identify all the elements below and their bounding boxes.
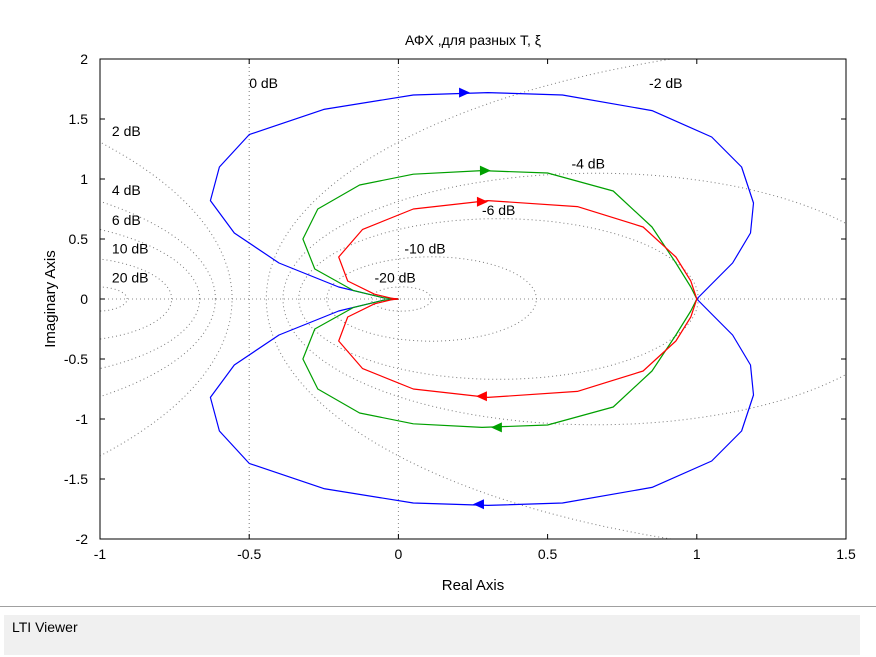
series-1-lower-line: [302, 298, 698, 428]
direction-arrow-5: [475, 391, 487, 402]
y-tick-label: -0.5: [64, 351, 88, 367]
chart-title: АФХ ,для разных T, ξ: [405, 32, 541, 48]
x-tick-label: 1.5: [836, 546, 856, 562]
db-label: 4 dB: [112, 182, 141, 198]
series-1-upper-line: [302, 170, 698, 300]
x-tick-label: 0.5: [538, 546, 558, 562]
tick-layer: -1 -0.5 0 0.5 1 1.5 2 1.5 1 0.5 0 -0.5 -1 -1.5 -2: [64, 51, 856, 562]
db-label: 0 dB: [249, 75, 278, 91]
y-tick-label: 1.5: [69, 111, 89, 127]
y-tick-label: -2: [76, 531, 89, 547]
m-circle--6db: [298, 218, 699, 380]
x-axis-label: Real Axis: [442, 577, 505, 594]
direction-arrow-1: [472, 499, 484, 510]
db-label: -4 dB: [571, 155, 604, 171]
m-circle-20db: [100, 286, 128, 312]
direction-arrow-2: [479, 165, 491, 176]
db-label: -6 dB: [482, 202, 515, 218]
direction-arrow-3: [490, 422, 502, 433]
db-label: 20 dB: [112, 269, 149, 285]
status-bar: LTI Viewer: [0, 606, 876, 657]
db-label: -10 dB: [404, 241, 445, 257]
db-label: 6 dB: [112, 212, 141, 228]
db-label: 2 dB: [112, 123, 141, 139]
nyquist-chart: 0 dB -2 dB 2 dB -4 dB 4 dB -6 dB 6 dB 10 dB -10 …: [42, 32, 856, 594]
status-panel: LTI Viewer: [4, 615, 860, 655]
db-label: -20 dB: [375, 269, 416, 285]
direction-arrow-4: [476, 196, 488, 207]
y-tick-label: -1.5: [64, 471, 88, 487]
curve-layer: [209, 87, 755, 510]
y-axis-label: Imaginary Axis: [42, 250, 59, 348]
db-label: 10 dB: [112, 241, 149, 257]
db-label: -2 dB: [649, 75, 682, 91]
y-tick-label: 1: [80, 171, 88, 187]
m-circle--4db: [282, 172, 846, 426]
x-tick-label: 1: [693, 546, 701, 562]
series-2-lower-line: [338, 298, 698, 398]
x-tick-label: -0.5: [237, 546, 261, 562]
series-0-lower-line: [209, 298, 755, 506]
series-0-upper-line: [209, 91, 755, 300]
x-tick-label: 0: [395, 546, 403, 562]
series-2-upper-line: [338, 200, 698, 300]
status-label: LTI Viewer: [12, 619, 78, 635]
y-tick-label: -1: [76, 411, 89, 427]
y-tick-label: 0.5: [69, 231, 89, 247]
y-tick-label: 0: [80, 291, 88, 307]
direction-arrow-0: [459, 87, 471, 98]
y-tick-label: 2: [80, 51, 88, 67]
x-tick-label: -1: [94, 546, 107, 562]
label-layer: 0 dB -2 dB 2 dB -4 dB 4 dB -6 dB 6 dB 10 dB -10 …: [112, 75, 683, 285]
